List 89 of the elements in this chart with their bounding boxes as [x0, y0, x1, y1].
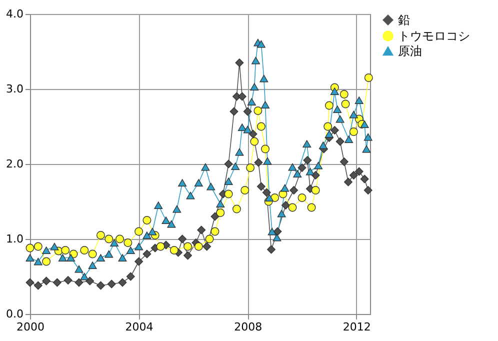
- point: [216, 208, 225, 217]
- point: [34, 281, 42, 290]
- point: [354, 167, 364, 176]
- point: [349, 171, 358, 180]
- point: [254, 158, 263, 167]
- point: [281, 201, 290, 210]
- point: [267, 245, 276, 254]
- point: [341, 100, 350, 108]
- point: [118, 278, 127, 287]
- point: [254, 106, 262, 115]
- point: [52, 278, 62, 287]
- point: [311, 186, 320, 194]
- point: [290, 186, 298, 194]
- y-tick-label: 2.0: [6, 158, 24, 170]
- y-tick-label: 4.0: [6, 8, 24, 20]
- point: [142, 216, 152, 224]
- point: [324, 122, 332, 131]
- point: [262, 188, 271, 197]
- point: [344, 178, 352, 186]
- legend-label: 鉛: [398, 13, 410, 27]
- point: [303, 156, 312, 164]
- point: [116, 234, 124, 244]
- point: [298, 164, 306, 172]
- legend-label: 原油: [398, 44, 422, 58]
- point: [26, 244, 34, 252]
- point: [364, 186, 372, 194]
- point: [142, 250, 152, 258]
- point: [238, 92, 246, 101]
- point: [307, 203, 316, 212]
- point: [184, 251, 192, 260]
- point: [156, 242, 165, 251]
- point: [80, 246, 89, 254]
- point: [42, 257, 51, 266]
- point: [126, 272, 135, 281]
- point: [134, 227, 144, 236]
- point: [288, 203, 297, 212]
- point: [124, 238, 132, 247]
- point: [210, 227, 220, 236]
- point: [74, 278, 84, 287]
- point: [194, 242, 203, 251]
- y-tick-label: 3.0: [6, 82, 24, 96]
- point: [243, 107, 252, 116]
- point: [340, 158, 348, 166]
- point: [178, 234, 187, 244]
- point: [96, 231, 105, 240]
- y-tick-label: 0.0: [6, 308, 24, 320]
- point: [104, 234, 114, 244]
- y-tick-label: 1.0: [6, 232, 24, 246]
- point: [240, 186, 250, 194]
- point: [232, 204, 241, 214]
- x-tick-label: 2004: [125, 320, 154, 334]
- point: [26, 278, 34, 287]
- point: [96, 281, 105, 290]
- point: [248, 130, 258, 138]
- x-tick-label: 2008: [234, 320, 262, 334]
- point: [170, 246, 178, 254]
- point: [261, 144, 270, 154]
- point: [184, 242, 192, 251]
- point: [298, 194, 306, 202]
- point: [364, 74, 373, 82]
- point: [61, 246, 70, 254]
- point: [256, 122, 266, 131]
- point: [250, 137, 259, 146]
- point: [86, 276, 94, 286]
- point: [88, 250, 97, 258]
- point: [311, 171, 320, 180]
- point: [197, 226, 206, 234]
- point: [336, 137, 344, 146]
- point: [230, 107, 238, 116]
- point: [340, 90, 348, 98]
- x-tick-label: 2012: [342, 320, 371, 334]
- point: [256, 182, 266, 191]
- point: [235, 58, 244, 67]
- point: [34, 242, 42, 251]
- point: [205, 234, 214, 244]
- x-tick-label: 2000: [16, 320, 44, 334]
- legend-label: トウモロコシ: [398, 29, 470, 43]
- point: [360, 174, 369, 184]
- point: [202, 242, 212, 251]
- point: [107, 280, 116, 288]
- point: [42, 276, 51, 286]
- point: [324, 101, 334, 110]
- point: [349, 128, 358, 136]
- point: [64, 276, 72, 284]
- point: [224, 160, 233, 168]
- point: [134, 257, 144, 266]
- point: [246, 164, 255, 172]
- point: [224, 190, 233, 198]
- point: [330, 126, 339, 134]
